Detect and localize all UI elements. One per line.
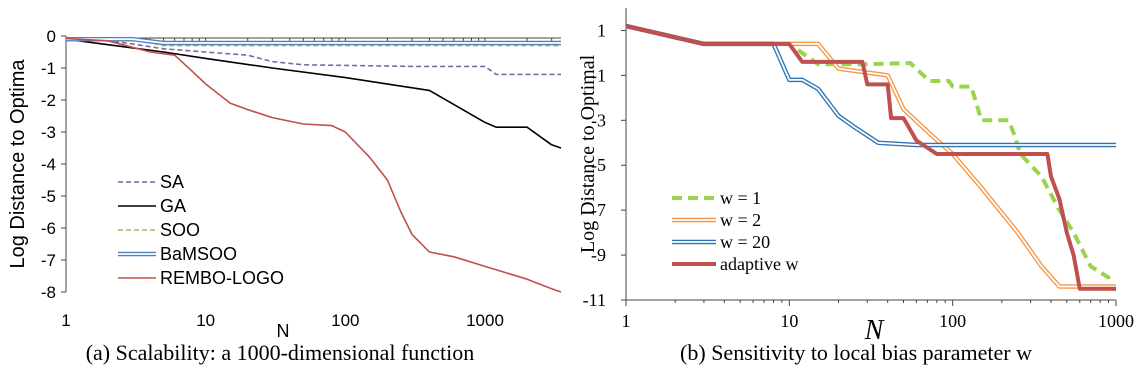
y-tick-label: -3 — [591, 110, 606, 130]
y-tick-label: -1 — [41, 59, 56, 78]
y-tick-label: 0 — [47, 27, 56, 46]
y-tick-label: -6 — [41, 219, 56, 238]
x-tick-label: 1 — [622, 311, 631, 331]
x-tick-label: 10 — [196, 311, 215, 330]
chart-panel-b: 1 -1 -3 -5 -7 -9 -11 1 10 100 1000 N Log Distance to… — [572, 0, 1144, 392]
y-tick-label: -3 — [41, 123, 56, 142]
legend-label: w = 20 — [720, 232, 770, 252]
x-axis-label: N — [864, 315, 885, 340]
chart-a: 0 -1 -2 -3 -4 -5 -6 -7 -8 1 10 100 1000 N Log Distance… — [7, 27, 562, 341]
series-line-inner — [66, 38, 561, 44]
legend-label: SA — [160, 172, 184, 192]
series-bamsoo — [66, 36, 561, 46]
series-line — [65, 38, 561, 76]
series-rembo-logo — [65, 37, 562, 293]
x-tick-label: 100 — [331, 311, 359, 330]
y-tick-label: -7 — [591, 200, 606, 220]
y-axis-label: Log Distance to Optimal — [577, 54, 599, 253]
legend-label: w = 2 — [720, 210, 761, 230]
series-w-1 — [625, 24, 1116, 291]
legend-label: adaptive w — [720, 254, 798, 274]
y-tick-label: 1 — [597, 20, 606, 40]
chart-panel-a: 0 -1 -2 -3 -4 -5 -6 -7 -8 1 10 100 1000 N Log Distance… — [0, 0, 570, 392]
x-tick-label: 1000 — [466, 311, 504, 330]
series-line-outer — [625, 23, 1116, 289]
y-tick-label: -5 — [41, 187, 56, 206]
series-adaptive-w — [625, 24, 1116, 291]
legend-label: w = 1 — [720, 188, 761, 208]
legend-label: GA — [160, 196, 186, 216]
series-line — [65, 38, 562, 149]
y-axis-label: Log Distance to Optima — [7, 59, 29, 269]
legend-label: BaMSOO — [160, 244, 237, 264]
y-tick-label: -7 — [41, 251, 56, 270]
x-tick-label: 1 — [61, 311, 70, 330]
series-line — [625, 24, 1116, 291]
x-tick-label: 1000 — [1098, 311, 1134, 331]
series-line — [65, 37, 562, 293]
series-line — [625, 24, 1116, 291]
caption-b: (b) Sensitivity to local bias parameter … — [680, 340, 1032, 365]
y-tick-label: -1 — [591, 65, 606, 85]
y-tick-label: -2 — [41, 91, 56, 110]
caption-a: (a) Scalability: a 1000-dimensional func… — [85, 340, 475, 365]
series-ga — [65, 38, 562, 149]
y-tick-label: -8 — [41, 283, 56, 302]
x-tick-label: 100 — [939, 311, 966, 331]
y-tick-label: -9 — [591, 245, 606, 265]
y-tick-label: -5 — [591, 155, 606, 175]
legend-label: REMBO-LOGO — [160, 268, 284, 288]
chart-b: 1 -1 -3 -5 -7 -9 -11 1 10 100 1000 N Log Distance to… — [577, 8, 1134, 346]
y-tick-label: -11 — [583, 290, 606, 310]
legend-label: SOO — [160, 220, 200, 240]
series-w-2 — [625, 23, 1116, 289]
series-sa — [65, 38, 561, 76]
x-tick-label: 10 — [780, 311, 798, 331]
y-tick-label: -4 — [41, 155, 56, 174]
x-axis-label: N — [277, 321, 290, 340]
series-line-inner — [625, 25, 1116, 288]
